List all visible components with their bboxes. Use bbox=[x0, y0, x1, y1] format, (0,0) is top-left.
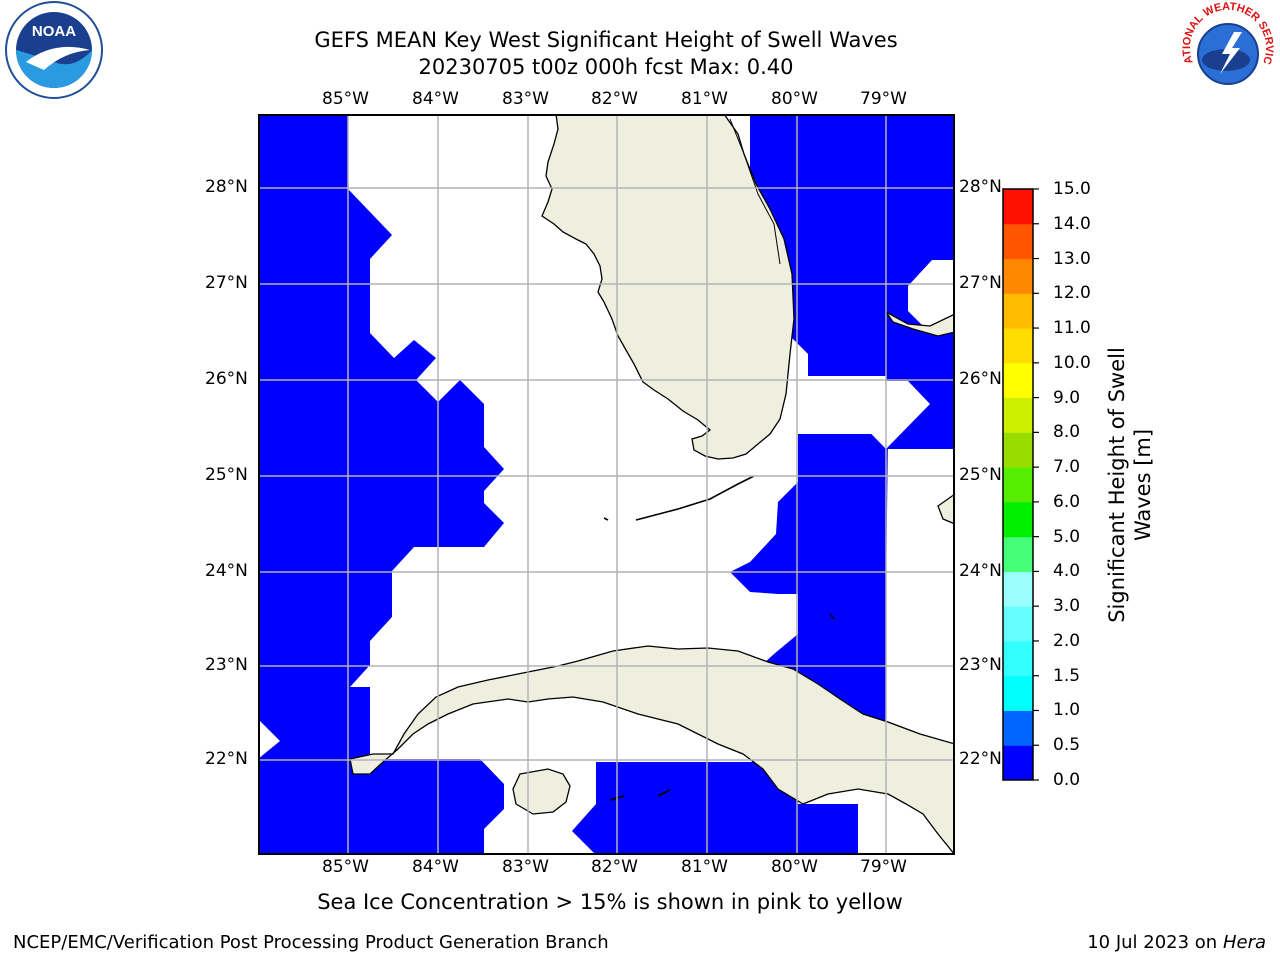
lat-label-left-28: 28°N bbox=[205, 177, 248, 197]
lat-label-left-25: 25°N bbox=[205, 465, 248, 485]
lon-label-top-84: 84°W bbox=[412, 89, 459, 109]
swell-field bbox=[258, 114, 955, 855]
colorbar-segment bbox=[1003, 293, 1033, 329]
colorbar-tick-label: 1.5 bbox=[1053, 665, 1081, 686]
colorbar-tick-label: 14.0 bbox=[1053, 213, 1091, 234]
florida-keys bbox=[635, 475, 755, 521]
lon-label-bottom-84: 84°W bbox=[412, 857, 459, 877]
lon-label-top-80: 80°W bbox=[771, 89, 818, 109]
swell-region-south-2 bbox=[572, 762, 858, 855]
colorbar-frame bbox=[1002, 188, 1034, 781]
lat-label-left-24: 24°N bbox=[205, 561, 248, 581]
colorbar-segment bbox=[1003, 467, 1033, 503]
bahamas-grand bbox=[885, 311, 955, 337]
colorbar-title-line1: Significant Height of Swell bbox=[1105, 347, 1129, 623]
swell-region-east-north bbox=[730, 114, 955, 594]
colorbar-tick-label: 9.0 bbox=[1053, 387, 1081, 408]
east-coast-lagoon bbox=[729, 118, 781, 265]
colorbar-segment bbox=[1003, 189, 1033, 225]
colorbar-segment bbox=[1003, 571, 1033, 607]
colorbar-tick-label: 13.0 bbox=[1053, 248, 1091, 269]
colorbar-segment bbox=[1003, 536, 1033, 572]
colorbar-tick-label: 15.0 bbox=[1053, 179, 1091, 199]
cuba-island bbox=[349, 645, 955, 855]
cay-4 bbox=[657, 789, 671, 797]
lat-label-right-28: 28°N bbox=[959, 177, 1002, 197]
colorbar-segment bbox=[1003, 606, 1033, 642]
lon-label-top-83: 83°W bbox=[502, 89, 549, 109]
colorbar-segment bbox=[1003, 501, 1033, 538]
lat-label-left-26: 26°N bbox=[205, 369, 248, 389]
map-panel bbox=[258, 114, 955, 855]
colorbar-title: Significant Height of Swell Waves [m] bbox=[1104, 347, 1156, 623]
colorbar-segment bbox=[1003, 328, 1033, 364]
noaa-logo-text: NOAA bbox=[32, 23, 76, 40]
lon-label-top-81: 81°W bbox=[681, 89, 728, 109]
colorbar-tick-label: 12.0 bbox=[1053, 283, 1091, 304]
colorbar-tick-label: 10.0 bbox=[1053, 352, 1091, 373]
colorbar-tick-label: 1.0 bbox=[1053, 700, 1081, 721]
colorbar-segment bbox=[1003, 397, 1033, 433]
colorbar-tick-label: 11.0 bbox=[1053, 318, 1091, 339]
colorbar-tick-label: 8.0 bbox=[1053, 422, 1081, 443]
lat-label-right-27: 27°N bbox=[959, 273, 1002, 293]
swell-region-west bbox=[258, 114, 504, 687]
lat-label-left-27: 27°N bbox=[205, 273, 248, 293]
lon-label-bottom-82: 82°W bbox=[591, 857, 638, 877]
colorbar-tick-label: 7.0 bbox=[1053, 457, 1081, 478]
colorbar-segment bbox=[1003, 362, 1033, 399]
colorbar-tick-label: 0.0 bbox=[1053, 770, 1081, 790]
colorbar-title-line2: Waves [m] bbox=[1131, 428, 1155, 542]
footer-date-text: 10 Jul 2023 on bbox=[1087, 932, 1223, 953]
footer-date: 10 Jul 2023 on Hera bbox=[1087, 932, 1266, 953]
nws-logo: NATIONAL WEATHER SERVICE bbox=[1178, 2, 1276, 100]
lon-label-top-82: 82°W bbox=[591, 89, 638, 109]
chart-title-line2: 20230705 t00z 000h fcst Max: 0.40 bbox=[418, 55, 794, 79]
lon-label-bottom-80: 80°W bbox=[771, 857, 818, 877]
colorbar-segment bbox=[1003, 640, 1033, 677]
cay-2 bbox=[829, 613, 835, 620]
map-frame bbox=[258, 114, 955, 855]
chart-title-line1: GEFS MEAN Key West Significant Height of… bbox=[314, 28, 898, 52]
lat-label-right-26: 26°N bbox=[959, 369, 1002, 389]
colorbar-segment bbox=[1003, 675, 1033, 711]
lon-label-top-85: 85°W bbox=[322, 89, 369, 109]
cay-1 bbox=[603, 517, 609, 521]
noaa-logo: NOAA bbox=[5, 1, 103, 99]
lon-label-bottom-83: 83°W bbox=[502, 857, 549, 877]
lat-label-right-25: 25°N bbox=[959, 465, 1002, 485]
footer-branch: NCEP/EMC/Verification Post Processing Pr… bbox=[13, 932, 609, 953]
colorbar-tick-label: 3.0 bbox=[1053, 596, 1081, 617]
lat-label-right-22: 22°N bbox=[959, 749, 1002, 769]
bahamas-andros bbox=[937, 493, 955, 525]
lon-label-bottom-85: 85°W bbox=[322, 857, 369, 877]
lat-label-right-23: 23°N bbox=[959, 655, 1002, 675]
colorbar-segment bbox=[1003, 710, 1033, 746]
colorbar-tick-label: 2.0 bbox=[1053, 630, 1081, 651]
colorbar-tick-label: 5.0 bbox=[1053, 526, 1081, 547]
florida-peninsula bbox=[541, 114, 795, 460]
colorbar-tick-label: 0.5 bbox=[1053, 735, 1081, 756]
lat-label-left-22: 22°N bbox=[205, 749, 248, 769]
colorbar-tick-label: 6.0 bbox=[1053, 491, 1081, 512]
colorbar-segment bbox=[1003, 745, 1033, 781]
colorbar-segment bbox=[1003, 258, 1033, 294]
colorbar-tick-label: 4.0 bbox=[1053, 561, 1081, 582]
lat-label-right-24: 24°N bbox=[959, 561, 1002, 581]
lon-label-bottom-81: 81°W bbox=[681, 857, 728, 877]
lat-label-left-23: 23°N bbox=[205, 655, 248, 675]
colorbar-segment bbox=[1003, 223, 1033, 260]
swell-region-south-1 bbox=[258, 759, 504, 855]
map-gridlines bbox=[258, 114, 955, 855]
colorbar bbox=[1002, 188, 1039, 781]
sea-ice-caption: Sea Ice Concentration > 15% is shown in … bbox=[317, 890, 903, 914]
lon-label-top-79: 79°W bbox=[860, 89, 907, 109]
lon-label-bottom-79: 79°W bbox=[860, 857, 907, 877]
colorbar-segment bbox=[1003, 432, 1033, 468]
footer-host: Hera bbox=[1222, 932, 1266, 953]
